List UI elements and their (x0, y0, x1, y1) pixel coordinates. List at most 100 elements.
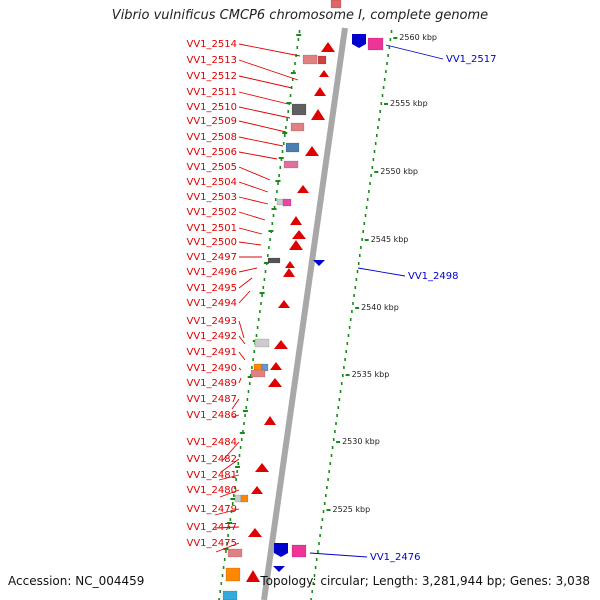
tick-dot (256, 326, 259, 329)
tick-dot (234, 486, 236, 489)
tick-dot (347, 334, 350, 337)
gene-label[interactable]: VV1_2498 (408, 271, 459, 282)
gene-features (222, 0, 384, 600)
tick-dot (332, 438, 335, 441)
gene-arrow (290, 216, 302, 225)
tick-dot (297, 38, 300, 41)
gene-label[interactable]: VV1_2484 (187, 437, 238, 448)
gene-label[interactable]: VV1_2517 (446, 54, 497, 65)
tick-dot (248, 382, 251, 385)
gene-box (267, 257, 281, 264)
gene-label[interactable]: VV1_2480 (187, 485, 238, 496)
tick-dot (326, 486, 328, 489)
gene-label[interactable]: VV1_2493 (187, 316, 238, 327)
tick-dot (368, 190, 370, 193)
gene-arrow (251, 486, 263, 494)
tick-dot (322, 510, 325, 513)
tick-dot (244, 414, 246, 417)
gene-label[interactable]: VV1_2486 (187, 410, 238, 421)
gene-label[interactable]: VV1_2512 (187, 71, 238, 82)
tick-dot (352, 302, 354, 305)
gene-label[interactable]: VV1_2508 (187, 132, 238, 143)
tick-dot (390, 30, 393, 33)
tick-dot (338, 398, 341, 401)
tick-dot (239, 446, 242, 449)
leader-line (220, 458, 240, 473)
gene-label[interactable]: VV1_2503 (187, 192, 238, 203)
gene-label[interactable]: VV1_2496 (187, 267, 238, 278)
gene-label[interactable]: VV1_2500 (187, 237, 238, 248)
gene-label[interactable]: VV1_2502 (187, 207, 238, 218)
tick-mark (286, 102, 292, 104)
gene-label[interactable]: VV1_2510 (187, 102, 238, 113)
gene-box (291, 103, 307, 116)
gene-labels: VV1_2514 VV1_2513 VV1_2512 VV1_2511 VV1_2510… (187, 39, 497, 563)
tick-dot (243, 422, 245, 425)
gene-arrow (274, 340, 288, 349)
tick-dot (294, 62, 296, 65)
gene-label[interactable]: VV1_2514 (187, 39, 238, 50)
tick-dot (346, 342, 349, 345)
gene-label[interactable]: VV1_2506 (187, 147, 238, 158)
gene-label[interactable]: VV1_2489 (187, 378, 238, 389)
tick-dot (315, 558, 318, 561)
tick-dot (325, 494, 327, 497)
kbp-label: 2555 kbp (390, 99, 428, 108)
tick-dot (339, 390, 342, 393)
gene-label[interactable]: VV1_2490 (187, 363, 238, 374)
tick-dot (337, 406, 340, 409)
gene-label[interactable]: VV1_2494 (187, 298, 238, 309)
gene-label[interactable]: VV1_2501 (187, 223, 238, 234)
tick-dot (289, 94, 292, 97)
tick-dot (334, 430, 336, 433)
gene-label[interactable]: VV1_2491 (187, 347, 238, 358)
tick-dot (237, 462, 240, 465)
gene-label[interactable]: VV1_2487 (187, 394, 238, 405)
leader-line (214, 526, 240, 529)
tick-dot (386, 62, 388, 65)
gene-label[interactable]: VV1_2513 (187, 55, 238, 66)
genome-title: Vibrio vulnificus CMCP6 chromosome I, co… (111, 8, 489, 23)
topology-summary: Topology: circular; Length: 3,281,944 bp… (260, 574, 590, 588)
kbp-tick (345, 374, 350, 376)
tick-dot (269, 238, 271, 241)
tick-mark (259, 292, 265, 294)
tick-dot (373, 150, 376, 153)
leader-line (238, 377, 242, 384)
gene-label[interactable]: VV1_2481 (187, 470, 238, 481)
tick-dot (298, 30, 301, 33)
gene-label[interactable]: VV1_2504 (187, 177, 238, 188)
gene-label[interactable]: VV1_2509 (187, 116, 238, 127)
tick-dot (272, 214, 275, 217)
tick-dot (320, 526, 323, 529)
leader-line (385, 44, 444, 60)
tick-mark (239, 432, 245, 434)
tick-dot (245, 406, 248, 409)
gene-label[interactable]: VV1_2476 (370, 552, 421, 563)
tick-dot (314, 566, 317, 569)
leader-line (215, 542, 240, 553)
tick-dot (317, 550, 319, 553)
gene-label[interactable]: VV1_2511 (187, 87, 238, 98)
tick-dot (357, 262, 360, 265)
tick-dot (252, 358, 254, 361)
gene-box (240, 494, 249, 503)
tick-dot (286, 118, 288, 121)
gene-label[interactable]: VV1_2482 (187, 454, 238, 465)
gene-label[interactable]: VV1_2479 (187, 504, 238, 515)
tick-dot (284, 134, 286, 137)
gene-arrow (264, 416, 276, 425)
tick-dot (335, 422, 337, 425)
gene-label[interactable]: VV1_2497 (187, 252, 238, 263)
leader-line (222, 441, 240, 461)
gene-label[interactable]: VV1_2475 (187, 538, 238, 549)
gene-arrow (321, 42, 335, 52)
gene-label[interactable]: VV1_2495 (187, 283, 238, 294)
tick-dot (250, 374, 252, 377)
gene-label[interactable]: VV1_2477 (187, 522, 238, 533)
tick-dot (370, 174, 372, 177)
gene-label[interactable]: VV1_2505 (187, 162, 238, 173)
gene-label[interactable]: VV1_2492 (187, 331, 238, 342)
tick-mark (271, 208, 277, 210)
gene-arrow (285, 261, 295, 268)
